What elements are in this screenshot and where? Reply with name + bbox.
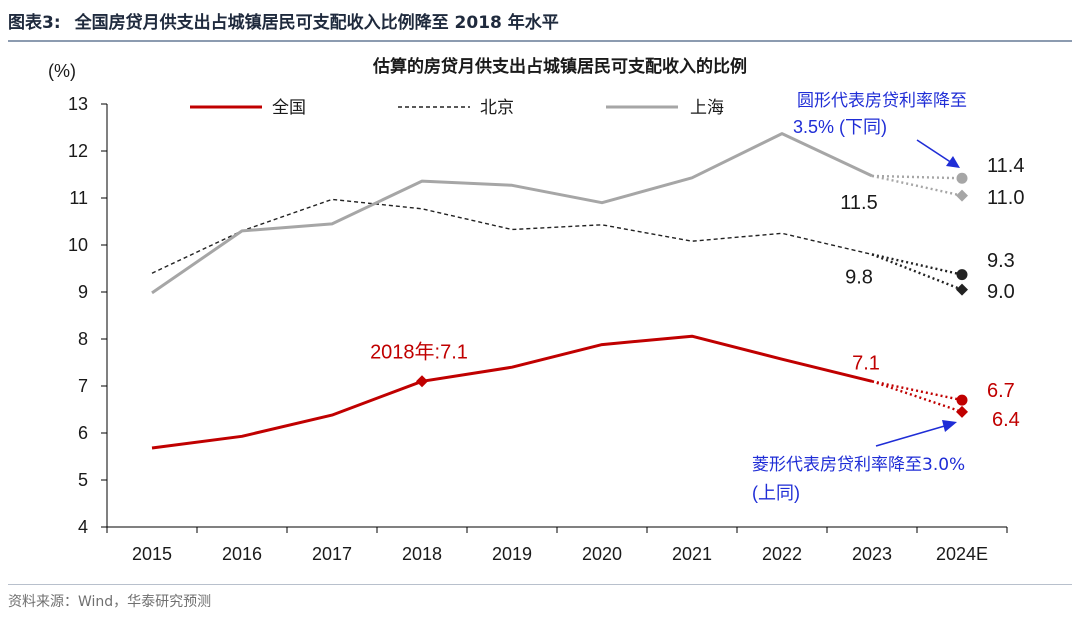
- forecast-circle-national: [956, 394, 968, 406]
- line-chart: 估算的房贷月供支出占城镇居民可支配收入的比例 (%) 4 5 6 7 8 9 10 11 12 1…: [48, 56, 1024, 564]
- forecast-diamond-national: [956, 405, 968, 418]
- forecast-line-beijing-round: [871, 253, 963, 276]
- y-tick-label: 7: [78, 376, 88, 396]
- y-tick-label: 12: [68, 141, 88, 161]
- x-tick-label: 2015: [132, 544, 172, 564]
- annotation-diamond-line2: (上同): [752, 483, 800, 503]
- annotation-diamond-arrow: [875, 424, 949, 447]
- forecast-line-national-round: [871, 380, 963, 402]
- y-tick-label: 8: [78, 329, 88, 349]
- x-tick-label: 2017: [312, 544, 352, 564]
- x-tick-label: 2022: [762, 544, 802, 564]
- forecast-line-shanghai-diamond: [871, 174, 963, 197]
- y-tick-label: 9: [78, 282, 88, 302]
- annotation-circle-line1: 圆形代表房贷利率降至: [797, 91, 967, 111]
- marker-national-2018: [416, 375, 428, 388]
- annotation-diamond-arrowhead: [942, 420, 957, 432]
- forecast-circle-beijing: [956, 269, 968, 281]
- figure-header: 图表3: 全国房贷月供支出占城镇居民可支配收入比例降至 2018 年水平: [8, 6, 1072, 42]
- label-shanghai-2024-round: 11.4: [987, 155, 1024, 177]
- series-line-shanghai: [151, 132, 873, 295]
- forecast-diamond-beijing: [956, 283, 968, 296]
- annotation-diamond-line1: 菱形代表房贷利率降至3.0%: [752, 455, 965, 475]
- x-tick-label: 2016: [222, 544, 262, 564]
- x-tick-label: 2021: [672, 544, 712, 564]
- forecast-diamond-shanghai: [956, 189, 968, 202]
- y-tick-label: 4: [78, 517, 88, 537]
- annotation-circle: 圆形代表房贷利率降至 3.5% (下同): [793, 91, 967, 168]
- label-shanghai-2023: 11.5: [840, 192, 877, 214]
- legend-label-shanghai: 上海: [690, 98, 724, 118]
- label-beijing-2023: 9.8: [845, 266, 873, 288]
- label-national-2024-round: 6.7: [987, 380, 1015, 402]
- annotation-circle-arrow: [916, 139, 953, 164]
- forecast-line-national-diamond: [871, 380, 963, 413]
- chart-title: 估算的房贷月供支出占城镇居民可支配收入的比例: [372, 56, 747, 77]
- figure-label: 图表3:: [8, 13, 61, 33]
- label-shanghai-2024-diamond: 11.0: [987, 187, 1024, 209]
- forecast-circle-shanghai: [956, 172, 968, 184]
- label-beijing-2024-round: 9.3: [987, 250, 1015, 272]
- label-national-2023: 7.1: [852, 352, 880, 374]
- source-note: 资料来源：Wind，华泰研究预测: [8, 584, 1072, 611]
- annotation-diamond: 菱形代表房贷利率降至3.0% (上同): [752, 420, 965, 503]
- y-tick-label: 5: [78, 470, 88, 490]
- legend-label-national: 全国: [272, 98, 306, 118]
- y-tick-label: 10: [68, 235, 88, 255]
- legend: 全国 北京 上海: [190, 98, 724, 118]
- forecast-line-beijing-diamond: [871, 253, 963, 291]
- x-tick-label: 2018: [402, 544, 442, 564]
- y-tick-label: 11: [69, 188, 88, 208]
- y-tick-label: 6: [78, 423, 88, 443]
- forecast-line-shanghai-round: [871, 174, 963, 180]
- y-axis-label: (%): [48, 61, 76, 81]
- x-tick-label: 2019: [492, 544, 532, 564]
- x-tick-label: 2020: [582, 544, 622, 564]
- series-line-national: [151, 334, 873, 450]
- label-beijing-2024-diamond: 9.0: [987, 281, 1015, 303]
- annotation-circle-arrowhead: [946, 156, 960, 168]
- label-national-2018: 2018年:7.1: [370, 340, 468, 363]
- x-tick-label: 2023: [852, 544, 892, 564]
- figure-title: 全国房贷月供支出占城镇居民可支配收入比例降至 2018 年水平: [74, 13, 559, 33]
- legend-label-beijing: 北京: [480, 98, 514, 118]
- series-line-beijing: [151, 198, 873, 274]
- x-tick-label: 2024E: [936, 544, 988, 564]
- y-tick-label: 13: [68, 94, 88, 114]
- annotation-circle-line2: 3.5% (下同): [793, 117, 887, 137]
- label-national-2024-diamond: 6.4: [992, 409, 1020, 431]
